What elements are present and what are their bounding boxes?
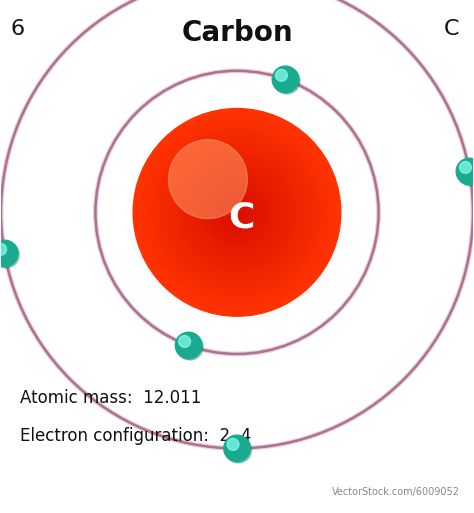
Circle shape (157, 133, 317, 292)
Circle shape (224, 435, 250, 462)
Circle shape (182, 157, 292, 268)
Text: 6: 6 (10, 19, 25, 39)
Circle shape (202, 178, 272, 247)
Text: VectorStock.com/6009052: VectorStock.com/6009052 (332, 487, 460, 498)
Text: ®: ® (76, 487, 86, 498)
Text: Atomic mass:  12.011: Atomic mass: 12.011 (20, 389, 201, 407)
Circle shape (177, 333, 203, 360)
Circle shape (199, 174, 275, 250)
Circle shape (189, 164, 285, 261)
Circle shape (457, 160, 474, 186)
Circle shape (171, 147, 303, 278)
Circle shape (154, 129, 320, 295)
Circle shape (227, 439, 239, 450)
Circle shape (161, 136, 313, 288)
Circle shape (175, 150, 299, 274)
Circle shape (273, 67, 300, 94)
Circle shape (168, 140, 247, 219)
Circle shape (0, 240, 18, 267)
Circle shape (210, 185, 264, 240)
Circle shape (147, 123, 327, 302)
Circle shape (206, 181, 268, 244)
Circle shape (179, 336, 191, 347)
Circle shape (213, 188, 261, 236)
Circle shape (133, 109, 341, 316)
Circle shape (275, 69, 287, 82)
Circle shape (144, 119, 330, 306)
Circle shape (0, 242, 19, 268)
Text: Electron configuration:  2, 4: Electron configuration: 2, 4 (20, 427, 251, 445)
Circle shape (225, 437, 252, 463)
Circle shape (230, 206, 244, 219)
Circle shape (175, 332, 202, 359)
Circle shape (216, 192, 258, 233)
Text: VectorStock: VectorStock (14, 487, 81, 498)
Circle shape (168, 143, 306, 282)
Circle shape (459, 162, 471, 173)
Text: Carbon: Carbon (181, 19, 293, 47)
Circle shape (192, 167, 282, 258)
Text: C: C (443, 19, 459, 39)
Circle shape (272, 66, 299, 92)
Circle shape (219, 195, 255, 230)
Circle shape (137, 112, 337, 313)
Circle shape (227, 202, 247, 223)
Circle shape (0, 244, 7, 255)
Circle shape (164, 140, 310, 285)
Circle shape (234, 209, 240, 216)
Circle shape (195, 171, 279, 254)
Circle shape (223, 199, 251, 226)
Circle shape (456, 158, 474, 185)
Circle shape (178, 153, 296, 271)
Circle shape (140, 115, 334, 309)
Text: C: C (228, 200, 255, 234)
Circle shape (150, 126, 324, 299)
Circle shape (185, 161, 289, 264)
